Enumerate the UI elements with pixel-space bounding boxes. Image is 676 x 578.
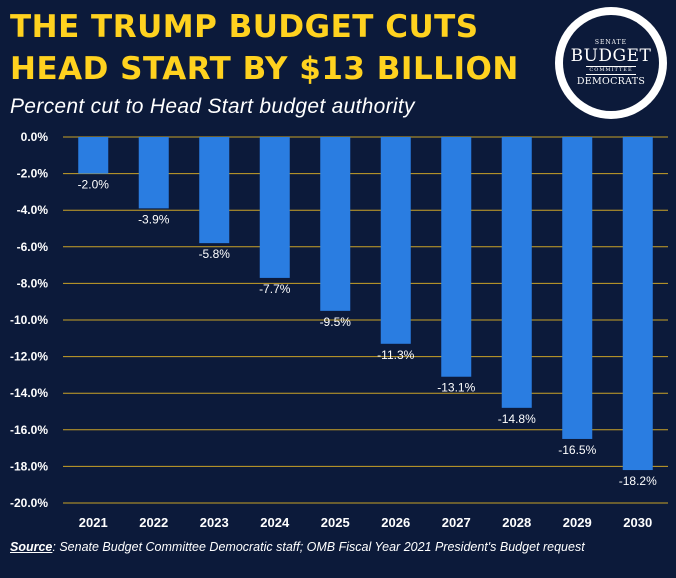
logo-budget-text: BUDGET <box>570 45 652 66</box>
source-label: Source <box>10 540 53 554</box>
bar <box>199 137 230 244</box>
bar <box>562 137 593 439</box>
x-tick-label: 2021 <box>79 515 108 530</box>
y-tick-label: -16.0% <box>10 423 48 437</box>
bar-data-label: -18.2% <box>619 474 657 488</box>
bar-data-label: -11.3% <box>377 348 414 362</box>
source-note: Source: Senate Budget Committee Democrat… <box>10 539 670 556</box>
bar <box>501 137 532 408</box>
bar <box>380 137 411 344</box>
bar-data-label: -9.5% <box>320 315 352 329</box>
senate-budget-democrats-logo: SENATE BUDGET COMMITTEE DEMOCRATS <box>555 7 667 119</box>
bar <box>320 137 351 311</box>
bar-data-label: -16.5% <box>558 443 596 457</box>
source-text: : Senate Budget Committee Democratic sta… <box>52 540 585 554</box>
bar-data-label: -14.8% <box>498 412 536 426</box>
y-tick-label: -8.0% <box>17 276 49 290</box>
bar-data-label: -3.9% <box>138 212 170 226</box>
bar-data-label: -7.7% <box>259 282 291 296</box>
y-tick-label: -2.0% <box>17 167 49 181</box>
y-tick-label: -6.0% <box>17 240 49 254</box>
y-tick-label: -10.0% <box>10 313 48 327</box>
bar-data-label: -2.0% <box>78 178 110 192</box>
title-line-1: THE TRUMP BUDGET CUTS <box>10 9 479 45</box>
y-tick-label: -12.0% <box>10 350 48 364</box>
x-tick-label: 2030 <box>623 515 652 530</box>
bar <box>78 137 109 174</box>
bar <box>622 137 653 471</box>
bar-data-label: -13.1% <box>437 381 475 395</box>
chart-title: THE TRUMP BUDGET CUTS HEAD START BY $13 … <box>10 6 550 90</box>
x-tick-label: 2025 <box>321 515 350 530</box>
x-tick-label: 2026 <box>381 515 410 530</box>
x-tick-label: 2028 <box>502 515 531 530</box>
y-tick-label: -4.0% <box>17 203 49 217</box>
x-tick-label: 2027 <box>442 515 471 530</box>
logo-democrats-text: DEMOCRATS <box>576 75 646 87</box>
logo-committee-text: COMMITTEE <box>586 65 636 75</box>
x-tick-label: 2023 <box>200 515 229 530</box>
y-tick-label: 0.0% <box>21 130 49 144</box>
x-tick-label: 2022 <box>139 515 168 530</box>
bar <box>441 137 472 377</box>
x-tick-label: 2029 <box>563 515 592 530</box>
bar-data-label: -5.8% <box>199 247 231 261</box>
logo-senate-text: SENATE <box>594 38 628 46</box>
bar <box>259 137 290 278</box>
y-tick-label: -20.0% <box>10 496 48 510</box>
x-tick-label: 2024 <box>260 515 290 530</box>
chart-subtitle: Percent cut to Head Start budget authori… <box>10 95 415 118</box>
y-tick-label: -18.0% <box>10 459 48 473</box>
title-line-2: HEAD START BY $13 BILLION <box>10 51 519 87</box>
logo-seal: SENATE BUDGET COMMITTEE DEMOCRATS <box>563 15 659 111</box>
y-tick-label: -14.0% <box>10 386 48 400</box>
bar <box>138 137 169 209</box>
